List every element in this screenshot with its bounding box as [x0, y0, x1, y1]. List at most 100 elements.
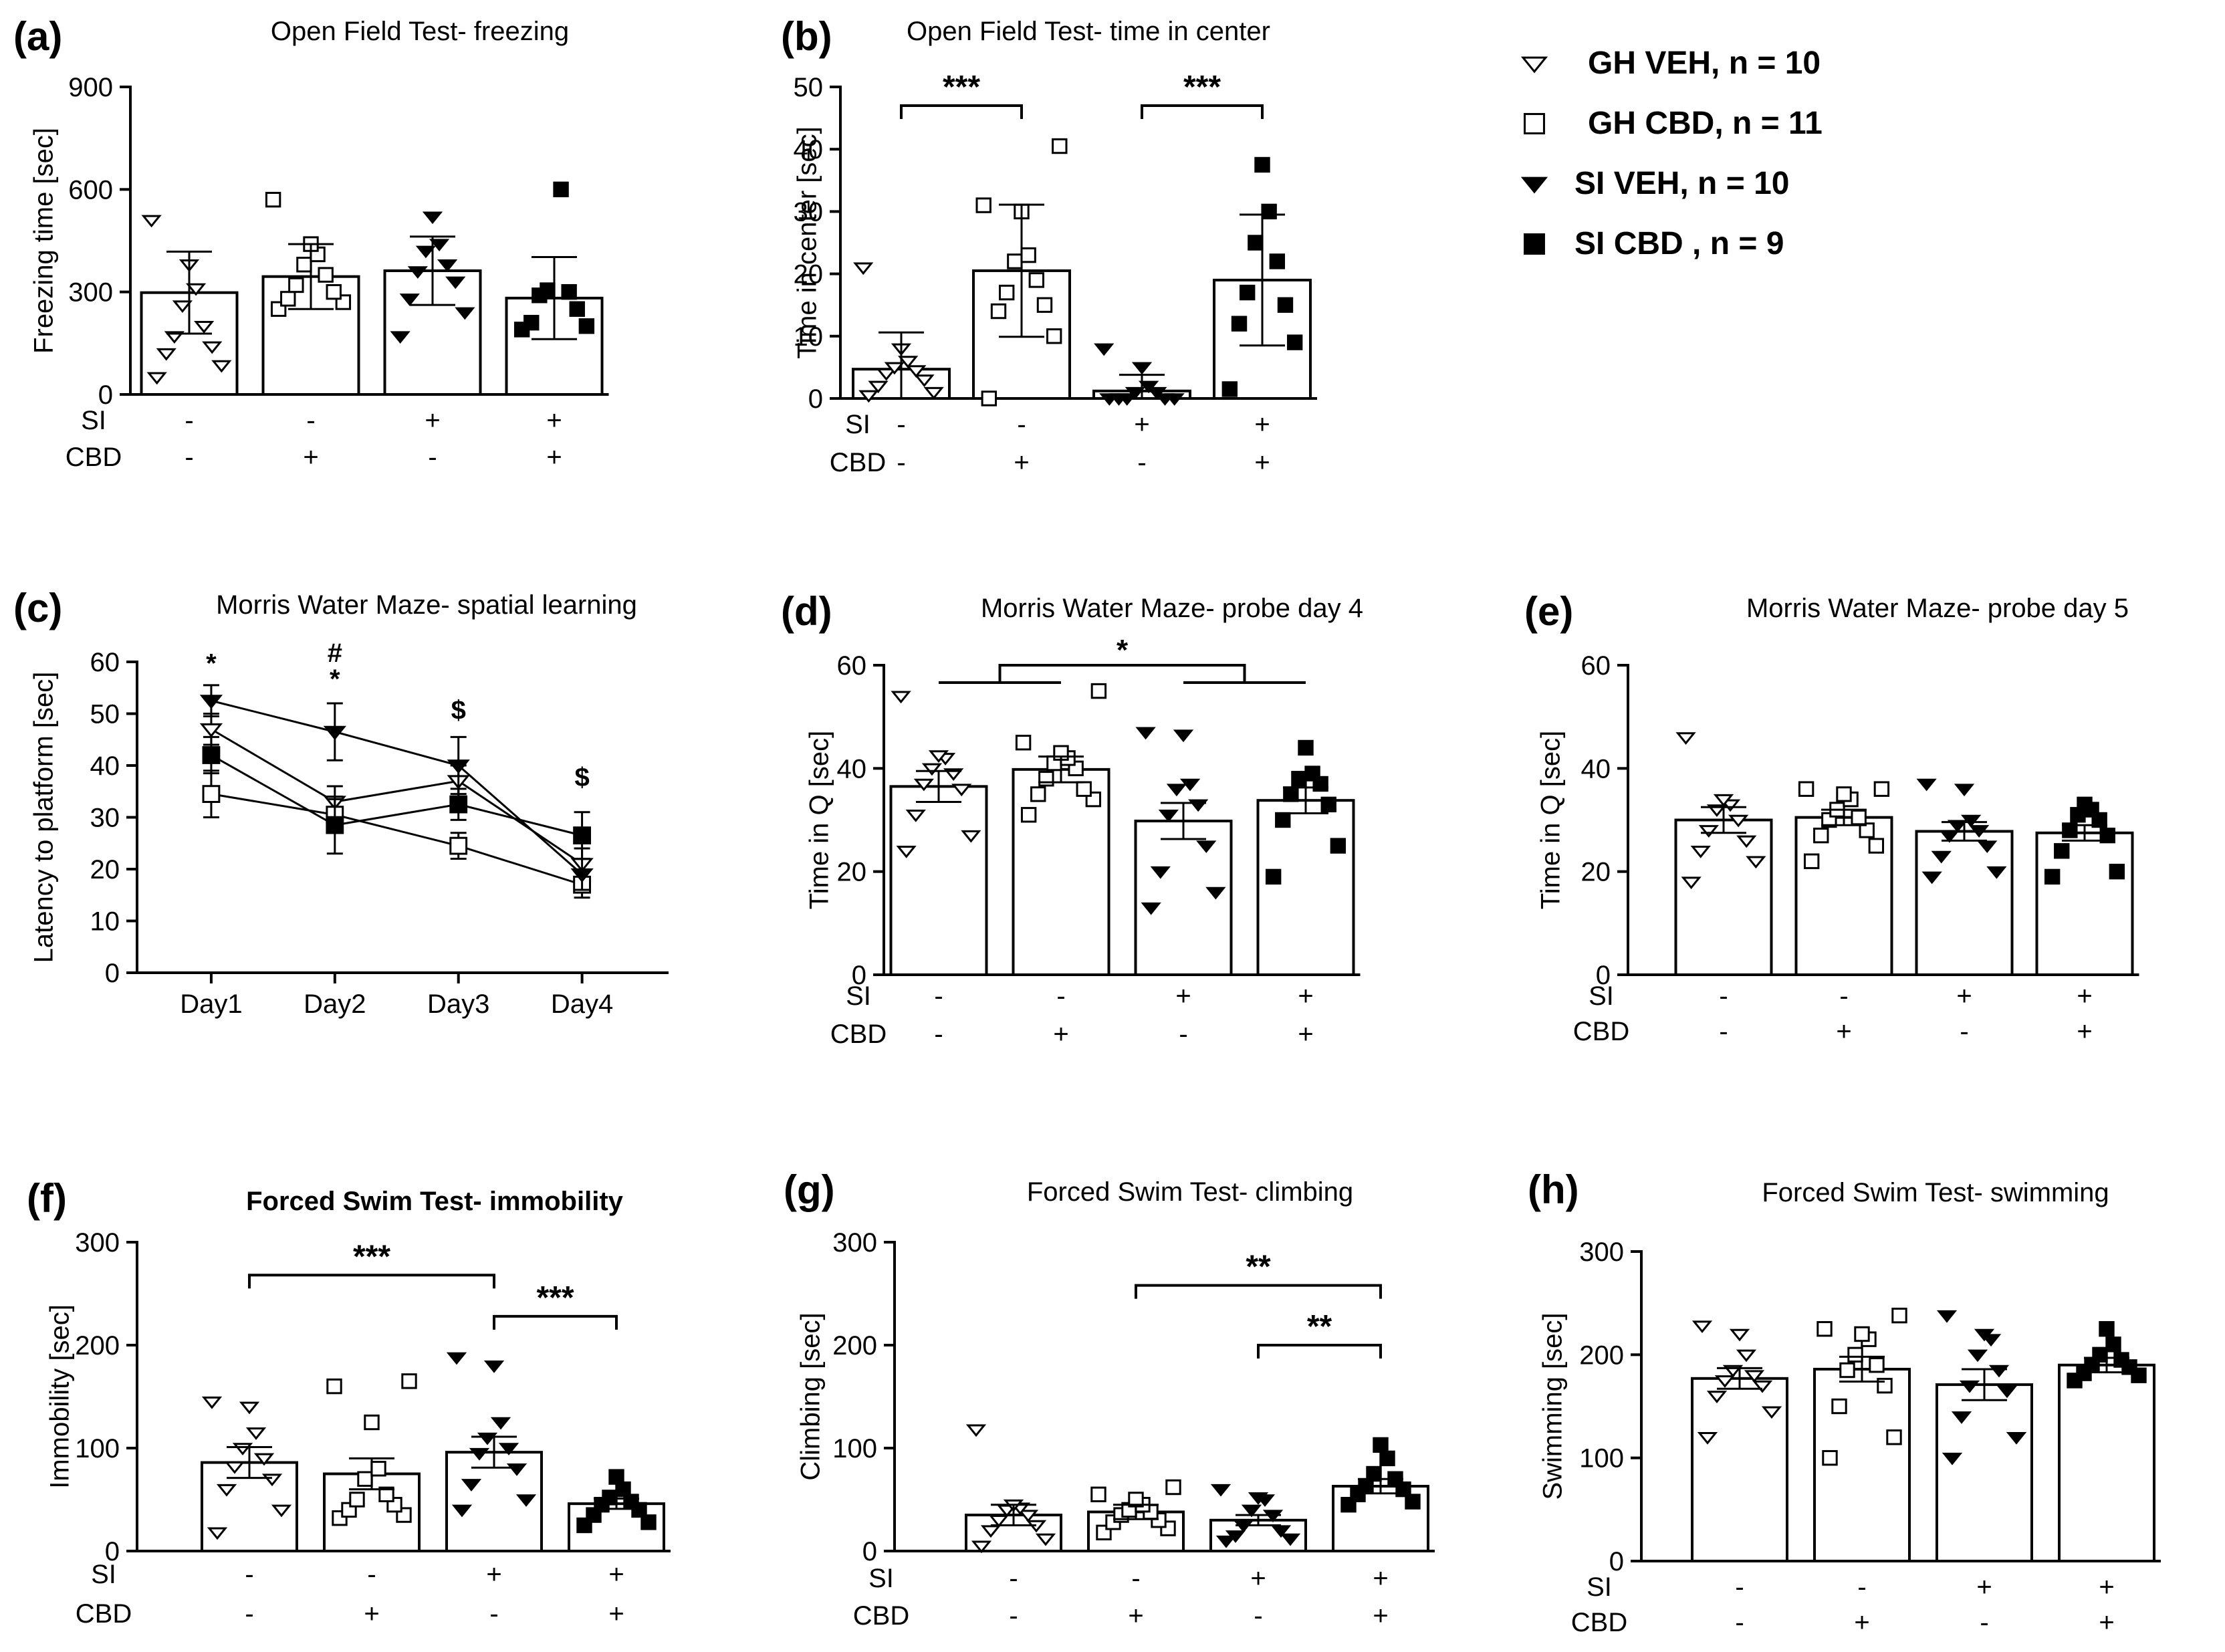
- row-label-cbd: CBD: [1573, 1017, 1629, 1046]
- data-point: [1954, 784, 1975, 797]
- cbd-sign: +: [2077, 1017, 2092, 1046]
- data-point: [201, 1396, 223, 1409]
- data-point: [1018, 1510, 1039, 1523]
- y-tick-label: 300: [1579, 1237, 1624, 1267]
- data-point: [490, 1417, 511, 1430]
- data-point: [202, 341, 223, 354]
- row-label-cbd: CBD: [1571, 1608, 1627, 1637]
- data-point: [370, 1461, 386, 1477]
- data-point: [897, 356, 919, 369]
- data-point: [224, 1461, 245, 1474]
- chart-title: Forced Swim Test- immobility: [246, 1187, 624, 1216]
- si-sign: +: [608, 1560, 624, 1589]
- si-sign: +: [1250, 1564, 1266, 1593]
- significance-label: ***: [536, 1280, 574, 1316]
- data-point: [1959, 1380, 1980, 1393]
- y-tick-label: 0: [1596, 961, 1611, 990]
- data-point: [553, 181, 569, 198]
- data-point: [156, 348, 177, 361]
- bar: [1936, 1383, 2033, 1563]
- data-point: [1886, 1429, 1902, 1445]
- data-point: [2092, 1346, 2108, 1363]
- data-point: [1277, 297, 1294, 313]
- cbd-sign: -: [1179, 1020, 1187, 1049]
- row-label-cbd: CBD: [76, 1599, 132, 1629]
- data-point: [1936, 1310, 1958, 1323]
- data-point: [1831, 1398, 1847, 1415]
- data-point: [1822, 1449, 1838, 1466]
- data-point: [1813, 827, 1829, 844]
- significance-label: *: [1117, 634, 1129, 667]
- y-axis-label: Swimming [sec]: [1538, 1312, 1568, 1500]
- data-point: [1286, 334, 1303, 350]
- annotation: *: [206, 649, 217, 679]
- data-point: [569, 301, 585, 317]
- significance-bracket: [493, 1314, 618, 1330]
- data-point: [1728, 814, 1749, 828]
- bar: [889, 785, 988, 976]
- legend-label-gh-cbd: GH CBD, n = 11: [1588, 106, 1823, 141]
- data-point: [1869, 1357, 1885, 1373]
- significance-label: **: [1246, 1250, 1271, 1285]
- data-point: [1125, 386, 1146, 400]
- data-point: [1851, 809, 1867, 826]
- y-tick-label: 30: [90, 804, 120, 833]
- data-point: [1135, 727, 1156, 740]
- data-point: [1916, 778, 1937, 792]
- data-point: [965, 1424, 987, 1437]
- legend-marker-si-veh: [1520, 176, 1548, 194]
- data-point: [602, 1490, 618, 1506]
- cbd-sign: -: [489, 1599, 498, 1629]
- data-point: [1996, 1385, 2018, 1399]
- data-point: [446, 1352, 467, 1365]
- cbd-sign: +: [1053, 1020, 1068, 1049]
- series-line: [211, 793, 583, 886]
- chart-panel-f: (f) Forced Swim Test- immobility Immobilit…: [27, 1176, 671, 1629]
- y-tick-label: 40: [90, 751, 120, 781]
- data-point: [1847, 1346, 1863, 1363]
- data-point: [1215, 1535, 1237, 1548]
- cbd-sign: -: [1980, 1608, 1988, 1637]
- data-point: [1921, 871, 1942, 884]
- data-point: [2099, 1321, 2115, 1337]
- y-tick-label: 40: [794, 135, 824, 164]
- data-point: [1196, 840, 1217, 854]
- data-point: [1939, 830, 1960, 843]
- data-point: [1261, 203, 1277, 220]
- data-point: [1761, 1406, 1782, 1419]
- significance-label: ***: [1183, 70, 1221, 105]
- data-point: [923, 386, 944, 400]
- annotation: #: [328, 638, 342, 668]
- data-point: [523, 314, 540, 331]
- data-point: [998, 284, 1015, 301]
- y-axis-label: Time in Q [sec]: [1536, 731, 1566, 909]
- cbd-sign: -: [897, 448, 905, 477]
- annotation: $: [451, 695, 466, 725]
- data-point: [2077, 796, 2093, 813]
- data-point: [461, 1479, 482, 1492]
- legend-marker-shape: [1520, 176, 1548, 194]
- data-point: [971, 1540, 992, 1554]
- data-point: [407, 266, 428, 279]
- data-point: [1942, 1452, 1963, 1465]
- row-label-cbd: CBD: [830, 1020, 887, 1049]
- data-point: [975, 197, 991, 213]
- data-point: [1205, 887, 1226, 900]
- data-point: [1269, 253, 1286, 269]
- data-point: [1681, 876, 1702, 890]
- panel-label: (b): [781, 14, 832, 59]
- data-point: [1248, 1492, 1269, 1505]
- data-point: [1225, 1530, 1246, 1543]
- chart-title: Morris Water Maze- probe day 4: [981, 594, 1363, 623]
- data-point: [1280, 1533, 1301, 1546]
- cbd-sign: +: [364, 1599, 379, 1629]
- panel-label: (d): [781, 589, 832, 634]
- data-point: [455, 307, 475, 320]
- data-point: [1736, 1349, 1757, 1363]
- data-point: [1691, 1320, 1713, 1334]
- y-tick-label: 0: [105, 959, 120, 988]
- legend-item-si-cbd: SI CBD , n = 9: [1524, 226, 1784, 261]
- row-label-si: SI: [846, 981, 871, 1011]
- data-point: [207, 1527, 228, 1540]
- data-point: [2105, 1336, 2121, 1352]
